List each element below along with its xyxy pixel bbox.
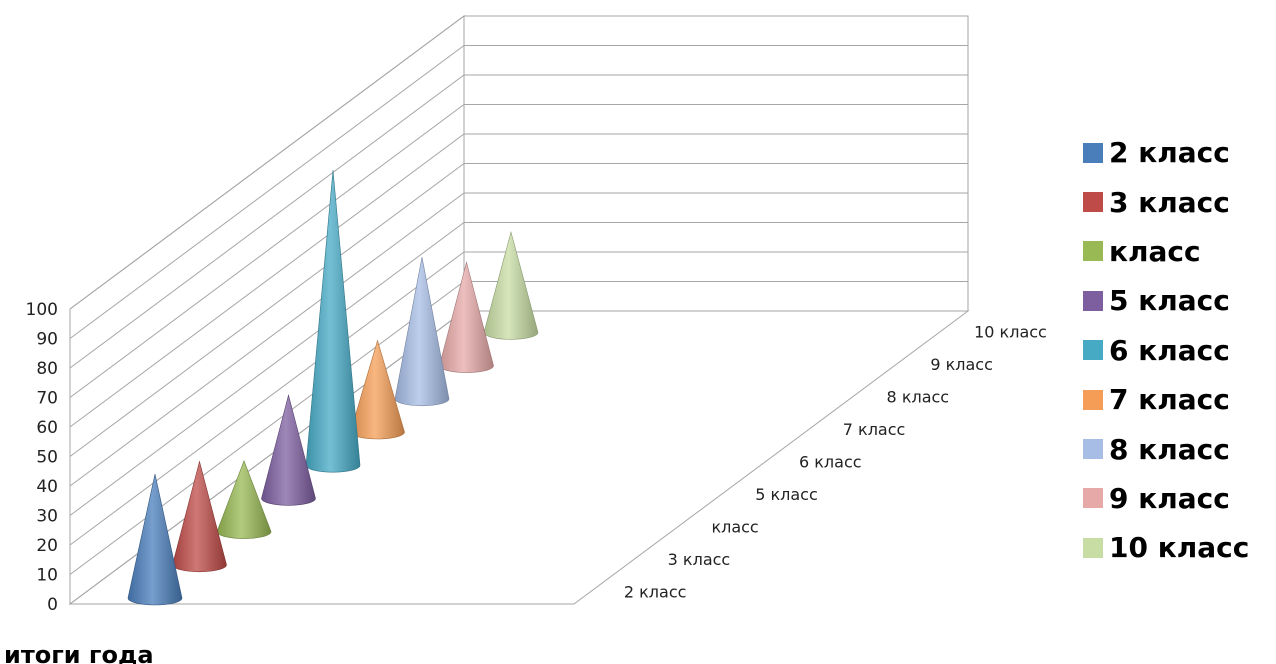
y-axis-ticks: 0 10 20 30 40 50 60 70 80 90 100 <box>26 300 58 615</box>
gridline <box>69 192 968 487</box>
cone-mark <box>483 230 539 340</box>
gridline <box>69 74 968 369</box>
cone-body <box>394 257 450 407</box>
legend-swatch <box>1083 389 1103 410</box>
depth-label: 8 класс <box>887 387 950 406</box>
cone-body <box>483 230 539 340</box>
legend: 2 класс 3 класс класс 5 класс 6 класс 7 … <box>1083 128 1249 573</box>
depth-label: 10 класс <box>974 322 1047 341</box>
gridline <box>69 163 968 457</box>
gridline <box>69 104 968 398</box>
y-tick-label: 10 <box>36 566 58 586</box>
gridline <box>69 15 968 310</box>
legend-swatch <box>1083 290 1103 311</box>
depth-label: класс <box>711 518 758 537</box>
legend-label: 6 класс <box>1109 333 1230 367</box>
legend-label: 9 класс <box>1109 481 1230 515</box>
legend-swatch <box>1083 192 1103 213</box>
legend-label: 2 класс <box>1109 136 1230 170</box>
gridline <box>69 45 968 339</box>
depth-label: 5 класс <box>755 485 818 504</box>
legend-label: 8 класс <box>1109 432 1230 466</box>
y-tick-label: 20 <box>36 536 58 556</box>
legend-item: класс <box>1083 227 1249 276</box>
depth-axis-labels: 2 класс 3 класс класс 5 класс 6 класс 7 класс… <box>624 322 1047 601</box>
y-tick-label: 60 <box>36 418 58 438</box>
legend-item: 8 класс <box>1083 424 1249 473</box>
legend-item: 2 класс <box>1083 128 1249 177</box>
depth-label: 2 класс <box>624 583 687 602</box>
depth-label: 7 класс <box>843 420 906 439</box>
legend-swatch <box>1083 537 1103 558</box>
legend-swatch <box>1083 142 1103 163</box>
cone-body <box>261 393 316 506</box>
depth-label: 6 класс <box>799 453 862 472</box>
cone-series <box>127 170 539 606</box>
cone-mark <box>216 459 272 539</box>
y-tick-label: 0 <box>47 595 58 615</box>
legend-swatch <box>1083 488 1103 509</box>
y-tick-label: 30 <box>36 507 58 527</box>
legend-swatch <box>1083 340 1103 361</box>
y-tick-label: 80 <box>36 359 58 379</box>
legend-item: 7 класс <box>1083 375 1249 424</box>
cone-mark <box>127 474 183 606</box>
legend-item: 5 класс <box>1083 276 1249 325</box>
y-tick-label: 50 <box>36 448 58 468</box>
legend-label: 7 класс <box>1109 383 1230 417</box>
gridline <box>69 133 968 428</box>
y-tick-label: 90 <box>36 330 58 350</box>
cone-mark <box>261 393 316 506</box>
legend-item: 3 класс <box>1083 177 1249 226</box>
depth-label: 3 класс <box>668 550 731 569</box>
gridline <box>69 251 968 546</box>
legend-swatch <box>1083 241 1103 262</box>
legend-label: 3 класс <box>1109 185 1230 219</box>
y-tick-label: 100 <box>26 300 58 320</box>
gridline <box>69 222 968 516</box>
x-category-label: итоги года <box>4 641 154 664</box>
legend-swatch <box>1083 439 1103 460</box>
legend-label: 5 класс <box>1109 284 1230 318</box>
legend-label: 10 класс <box>1109 531 1250 565</box>
gridlines <box>69 15 968 605</box>
depth-label: 9 класс <box>930 355 993 374</box>
cone-body <box>127 474 183 606</box>
cone-mark <box>394 257 450 407</box>
y-tick-label: 40 <box>36 477 58 497</box>
legend-item: 9 класс <box>1083 474 1249 523</box>
cone-body <box>216 459 272 539</box>
cone-mark <box>305 170 361 473</box>
cone-body <box>305 170 361 473</box>
legend-item: 6 класс <box>1083 326 1249 375</box>
legend-label: класс <box>1109 234 1201 268</box>
legend-item: 10 класс <box>1083 523 1249 572</box>
y-tick-label: 70 <box>36 389 58 409</box>
